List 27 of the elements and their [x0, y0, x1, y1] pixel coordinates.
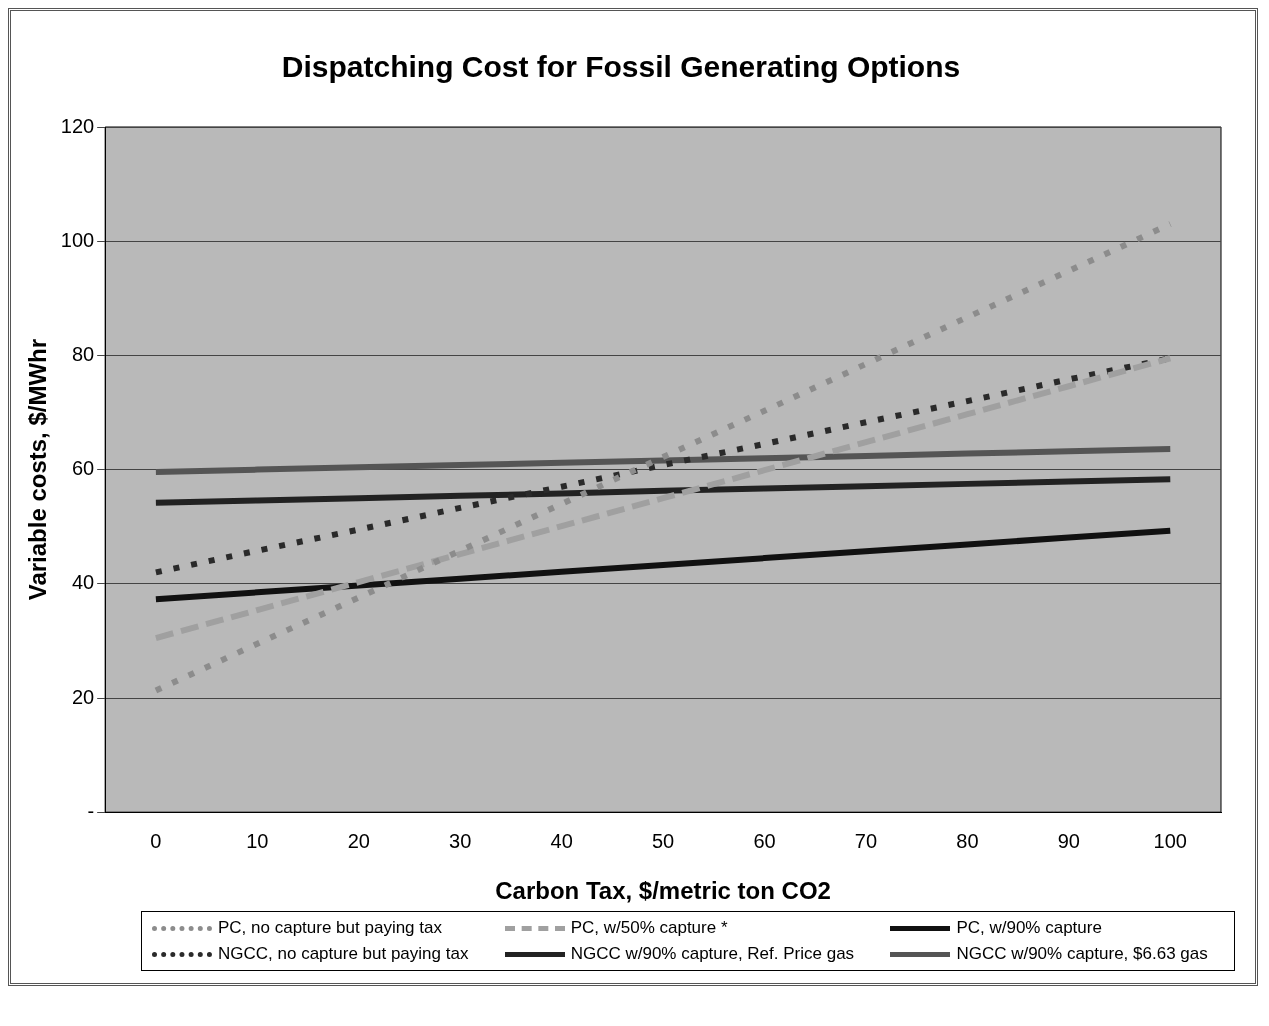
x-tick-label: 90 [1057, 829, 1080, 852]
x-tick-label: 0 [150, 829, 162, 852]
y-axis-title: Variable costs, $/MWhr [24, 338, 52, 601]
x-tick-label: 10 [246, 829, 269, 852]
y-tick-label: 40 [71, 571, 95, 594]
x-tick-label: 40 [550, 829, 573, 852]
legend-label: PC, no capture but paying tax [218, 918, 442, 938]
x-tick-label: 60 [753, 829, 776, 852]
legend-label: NGCC, no capture but paying tax [218, 944, 469, 964]
x-tick-label: 70 [854, 829, 878, 852]
legend-label: NGCC w/90% capture, $6.63 gas [956, 944, 1208, 964]
x-axis-title: Carbon Tax, $/metric ton CO2 [495, 877, 831, 905]
legend-label: PC, w/90% capture [956, 918, 1102, 938]
legend-label: PC, w/50% capture * [570, 918, 728, 938]
y-tick-label: 60 [71, 457, 95, 480]
y-tick-label: 120 [60, 114, 95, 137]
y-tick-label: 100 [60, 228, 95, 251]
legend-label: NGCC w/90% capture, Ref. Price gas [570, 944, 855, 964]
x-tick-label: 30 [449, 829, 472, 852]
y-tick-label: 20 [71, 685, 95, 708]
x-tick-label: 50 [651, 829, 675, 852]
y-tick-label: 80 [71, 342, 95, 365]
x-tick-label: 100 [1153, 829, 1187, 852]
y-tick-label: - [87, 799, 95, 822]
x-tick-label: 20 [347, 829, 370, 852]
chart-title: Dispatching Cost for Fossil Generating Options [281, 50, 961, 84]
x-tick-label: 80 [956, 829, 979, 852]
